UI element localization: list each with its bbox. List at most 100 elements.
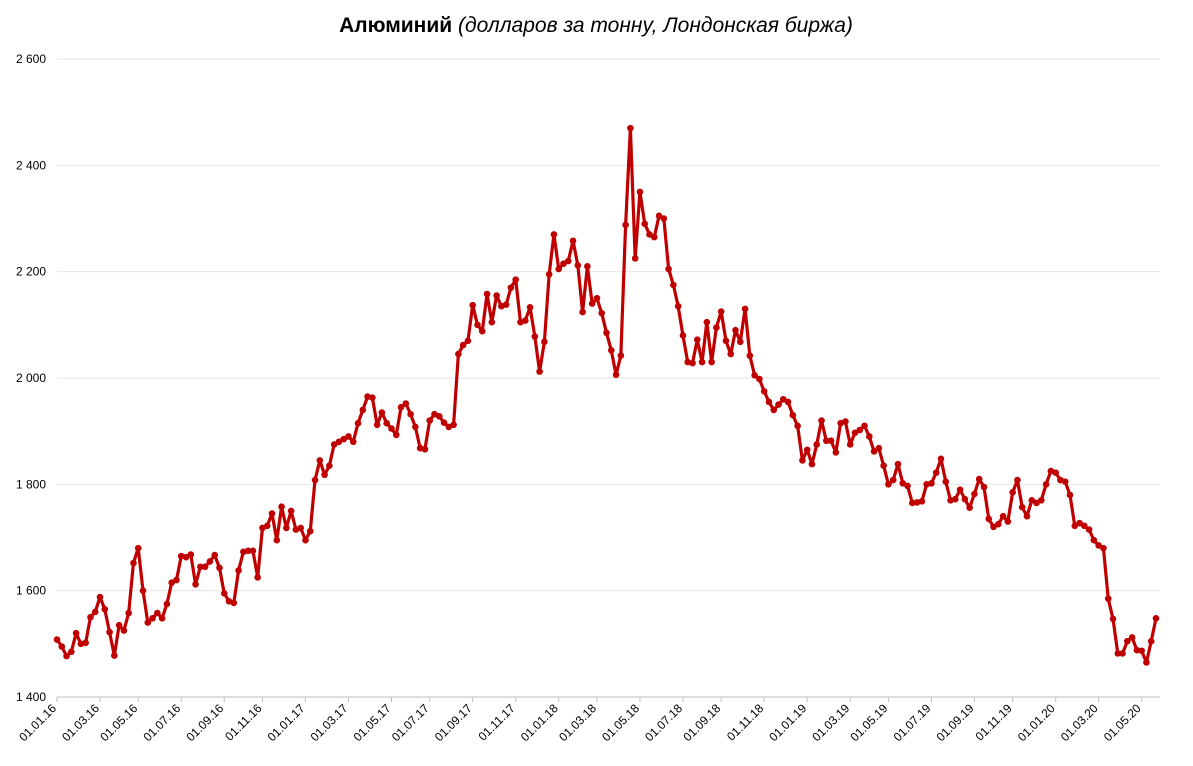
- data-point: [789, 411, 797, 419]
- data-point: [1100, 544, 1107, 552]
- data-point: [306, 527, 314, 535]
- data-point: [631, 255, 639, 262]
- data-point: [1128, 634, 1136, 641]
- data-point: [440, 419, 448, 426]
- data-point: [932, 469, 940, 476]
- data-point: [555, 265, 563, 273]
- data-point: [1104, 595, 1112, 602]
- y-tick-label: 1 800: [16, 477, 46, 491]
- data-point: [268, 510, 276, 517]
- data-point: [904, 482, 911, 490]
- data-point: [53, 636, 61, 643]
- data-point: [478, 327, 486, 335]
- data-point: [885, 481, 892, 488]
- data-point: [192, 580, 199, 588]
- data-point: [201, 563, 209, 571]
- data-point: [450, 421, 457, 429]
- data-point: [794, 422, 801, 430]
- data-point: [717, 308, 725, 315]
- data-point: [526, 303, 534, 311]
- data-point: [125, 609, 132, 617]
- data-point: [975, 475, 983, 483]
- data-point: [598, 309, 606, 317]
- y-tick-label: 2 000: [16, 371, 46, 385]
- data-point: [1004, 518, 1012, 525]
- data-point: [579, 308, 586, 316]
- chart-subtitle: (долларов за тонну, Лондонская биржа): [458, 14, 853, 37]
- data-point: [856, 426, 864, 434]
- data-point: [760, 387, 768, 395]
- data-point: [402, 400, 410, 407]
- x-tick-label: 01.09.16: [183, 701, 226, 744]
- data-point: [918, 498, 926, 505]
- data-point: [1038, 496, 1045, 504]
- x-tick-label: 01.05.18: [599, 701, 642, 744]
- data-point: [1147, 637, 1155, 645]
- x-tick-label: 01.05.19: [848, 701, 891, 744]
- x-tick-label: 01.11.18: [724, 701, 767, 744]
- x-tick-label: 01.07.18: [642, 701, 685, 744]
- data-point: [846, 441, 854, 448]
- data-point: [999, 512, 1007, 520]
- data-point: [139, 587, 147, 594]
- data-point: [966, 504, 973, 512]
- data-point: [68, 648, 75, 656]
- data-point: [369, 394, 376, 401]
- data-point: [483, 290, 491, 298]
- data-point: [1009, 489, 1016, 496]
- data-point: [96, 593, 104, 601]
- data-point: [235, 567, 242, 574]
- data-point: [354, 419, 362, 427]
- data-point: [1124, 637, 1131, 645]
- data-point: [1152, 615, 1160, 622]
- data-point: [550, 231, 558, 238]
- data-point: [607, 347, 615, 354]
- data-point: [799, 457, 806, 464]
- data-point: [674, 302, 682, 310]
- data-point: [736, 338, 744, 346]
- data-point: [784, 398, 792, 406]
- data-point: [665, 265, 672, 273]
- data-point: [58, 643, 66, 650]
- data-point: [1133, 646, 1141, 654]
- data-point: [569, 237, 577, 245]
- data-point: [679, 332, 687, 339]
- data-point: [158, 615, 166, 622]
- x-tick-label: 01.01.17: [265, 701, 308, 744]
- data-point: [326, 462, 333, 470]
- x-tick-label: 01.09.19: [934, 701, 977, 744]
- x-tick-label: 01.07.16: [140, 701, 183, 744]
- data-point: [952, 495, 959, 503]
- data-point: [1143, 659, 1150, 666]
- data-point: [541, 338, 548, 346]
- data-point: [455, 350, 462, 358]
- data-point: [474, 321, 481, 329]
- x-tick-label: 01.07.19: [891, 701, 934, 744]
- data-point: [942, 478, 950, 485]
- data-point: [521, 317, 529, 324]
- data-point: [703, 318, 711, 326]
- y-tick-label: 2 400: [16, 158, 46, 172]
- data-point: [412, 423, 419, 431]
- data-point: [536, 368, 543, 375]
- data-point: [283, 524, 290, 532]
- data-point: [120, 627, 128, 634]
- x-tick-label: 01.11.16: [222, 701, 265, 744]
- data-point: [278, 503, 285, 510]
- data-point: [995, 520, 1002, 528]
- x-tick-label: 01.01.19: [766, 701, 809, 744]
- data-point: [111, 652, 118, 659]
- data-point: [870, 448, 878, 455]
- data-point: [588, 300, 596, 307]
- x-tick-label: 01.03.18: [556, 701, 599, 744]
- data-point: [106, 628, 113, 636]
- data-point: [636, 188, 644, 196]
- x-tick-label: 01.01.20: [1015, 701, 1058, 744]
- x-tick-label: 01.05.20: [1101, 701, 1144, 744]
- data-point: [894, 460, 902, 468]
- data-point: [980, 483, 988, 491]
- chart-title: Алюминий: [339, 14, 452, 37]
- data-point: [163, 600, 171, 608]
- data-point: [603, 329, 610, 337]
- data-point: [287, 507, 295, 515]
